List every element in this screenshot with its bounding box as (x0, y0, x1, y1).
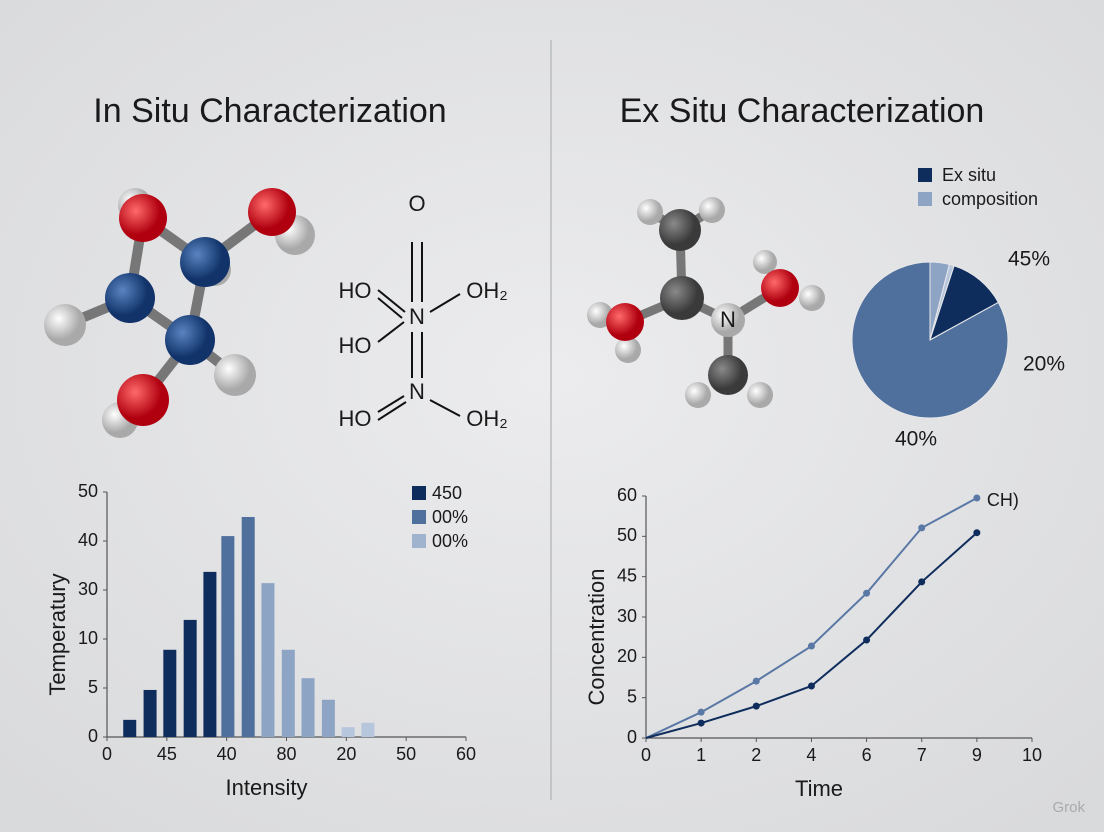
y-axis-label: Temperatury (45, 573, 70, 695)
bar (361, 722, 375, 737)
legend-swatch (412, 534, 426, 548)
y-tick-label: 60 (617, 485, 637, 505)
formula-atom: O (408, 191, 425, 216)
atom-label: N (720, 307, 736, 332)
bar (321, 699, 335, 737)
legend-swatch (918, 168, 932, 182)
legend-label: 450 (432, 483, 462, 503)
molecule-left (44, 188, 315, 438)
bar (281, 649, 295, 737)
x-tick-label: 10 (1022, 745, 1042, 765)
y-tick-label: 50 (78, 481, 98, 501)
x-tick-label: 20 (336, 744, 356, 764)
y-tick-label: 45 (617, 565, 637, 585)
x-tick-label: 40 (217, 744, 237, 764)
y-tick-label: 5 (627, 686, 637, 706)
x-tick-label: 60 (456, 744, 476, 764)
bar (163, 649, 177, 737)
bar (261, 583, 275, 737)
y-tick-label: 40 (78, 530, 98, 550)
bar (143, 689, 157, 737)
bar (221, 536, 235, 737)
legend-label: Ex situ (942, 165, 996, 185)
line-point (697, 708, 705, 716)
x-axis-label: Intensity (226, 775, 308, 800)
bar (203, 571, 217, 737)
formula-atom: HO (339, 278, 372, 303)
legend-swatch (412, 510, 426, 524)
right-title: Ex Situ Characterization (620, 92, 985, 130)
line-point (697, 719, 705, 727)
pie-annotation: 20% (1023, 353, 1065, 376)
series-label: CH) (987, 490, 1019, 510)
line-point (752, 702, 760, 710)
x-tick-label: 1 (696, 745, 706, 765)
bar (241, 516, 255, 737)
y-axis-label: Concentration (584, 569, 609, 706)
pie-annotation: 45% (1008, 248, 1050, 271)
pie-annotation: 40% (895, 428, 937, 451)
line-point (918, 524, 926, 532)
formula-atom: N (409, 379, 425, 404)
line-point (918, 578, 926, 586)
x-tick-label: 9 (972, 745, 982, 765)
bar (301, 678, 315, 737)
formula-atom: OH₂ (466, 278, 508, 303)
line-point (807, 642, 815, 650)
formula-atom: OH₂ (466, 406, 508, 431)
y-tick-label: 30 (617, 606, 637, 626)
y-tick-label: 5 (88, 677, 98, 697)
legend-swatch (412, 486, 426, 500)
y-tick-label: 10 (78, 628, 98, 648)
y-tick-label: 20 (617, 646, 637, 666)
y-tick-label: 50 (617, 525, 637, 545)
legend-label: 00% (432, 507, 468, 527)
x-tick-label: 7 (917, 745, 927, 765)
x-axis-label: Time (795, 776, 843, 801)
left-title: In Situ Characterization (93, 92, 446, 130)
x-tick-label: 0 (102, 744, 112, 764)
x-tick-label: 6 (862, 745, 872, 765)
legend-label: composition (942, 189, 1038, 209)
watermark: Grok (1052, 799, 1085, 816)
line-point (807, 682, 815, 690)
y-tick-label: 0 (88, 726, 98, 746)
bar (183, 619, 197, 737)
x-tick-label: 4 (806, 745, 816, 765)
x-tick-label: 80 (276, 744, 296, 764)
legend-swatch (918, 192, 932, 206)
line-point (863, 636, 871, 644)
line-point (973, 494, 981, 502)
x-tick-label: 2 (751, 745, 761, 765)
line-point (863, 589, 871, 597)
line-point (752, 677, 760, 685)
formula-atom: N (409, 304, 425, 329)
pie-slice (851, 261, 1009, 419)
legend-label: 00% (432, 531, 468, 551)
formula-atom: HO (339, 333, 372, 358)
y-tick-label: 30 (78, 579, 98, 599)
molecule-right: N (587, 197, 825, 408)
bar (123, 719, 137, 737)
structural-formula: O HO OH₂ N HO N HO OH₂ (339, 191, 508, 431)
formula-atom: HO (339, 406, 372, 431)
x-tick-label: 0 (641, 745, 651, 765)
y-tick-label: 0 (627, 727, 637, 747)
x-tick-label: 45 (157, 744, 177, 764)
line-point (973, 529, 981, 537)
x-tick-label: 50 (396, 744, 416, 764)
bar (341, 727, 355, 737)
